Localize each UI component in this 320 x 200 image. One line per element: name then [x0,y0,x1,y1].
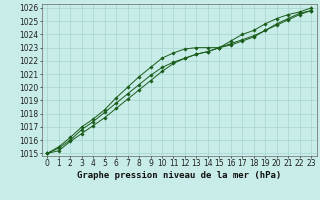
X-axis label: Graphe pression niveau de la mer (hPa): Graphe pression niveau de la mer (hPa) [77,171,281,180]
